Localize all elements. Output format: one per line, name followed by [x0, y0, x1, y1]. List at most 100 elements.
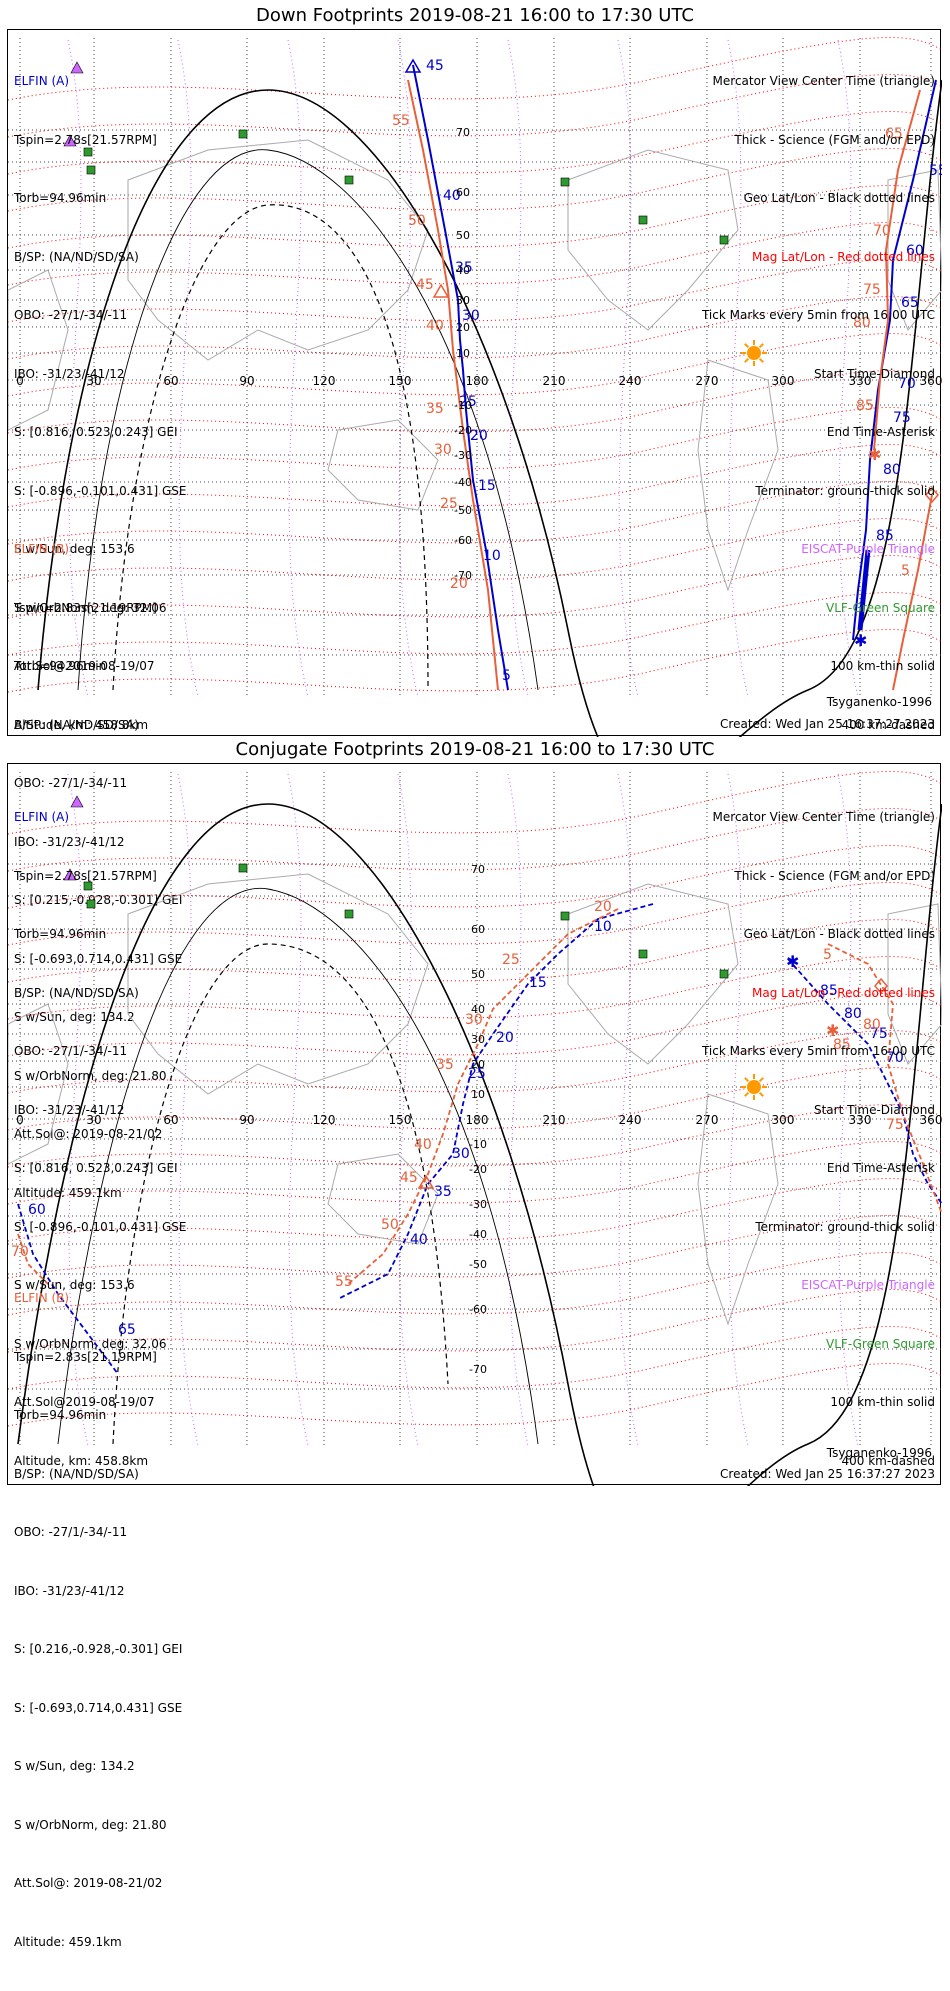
- lon-tick-label: 150: [389, 374, 412, 388]
- lon-tick-label: 0: [16, 374, 24, 388]
- legend-line: Start Time-Diamond: [813, 366, 935, 381]
- elfin-b-tick-label: 80: [853, 315, 871, 331]
- info-line: B/SP: (NA/ND/SD/SA): [14, 717, 139, 732]
- elfin-a-tick-label: 75: [893, 410, 911, 426]
- vlf-station-marker: [344, 175, 354, 185]
- vlf-station-marker: [83, 881, 93, 891]
- vlf-station-marker: [560, 177, 570, 187]
- elfin-a-tick-label: 40: [410, 1232, 428, 1248]
- info-line: S w/OrbNorm, deg: 32.06: [14, 1336, 167, 1351]
- sun-ray: [744, 1077, 750, 1083]
- elfin-a-tick-label: 5: [502, 668, 511, 684]
- elfin-b-tick-label: 30: [434, 442, 452, 458]
- sun-ray: [758, 1077, 764, 1083]
- eiscat-triangle-icon: [70, 795, 84, 808]
- info-line: OBO: -27/1/-34/-11: [14, 1525, 128, 1539]
- elfin-b-tick-label: 40: [414, 1137, 432, 1153]
- elfin-b-tick-label: 70: [873, 223, 891, 239]
- lon-tick-label: 210: [543, 1113, 566, 1127]
- info-line: Att.Sol@: 2019-08-21/02: [14, 1127, 163, 1141]
- lat-tick-label: 10: [471, 1088, 485, 1101]
- terminator-line: [17, 803, 942, 1486]
- legend-line: End Time-Asterisk: [826, 425, 935, 439]
- vlf-station-marker: [238, 863, 248, 873]
- lon-tick-label: 30: [86, 374, 101, 388]
- eiscat-triangle-icon: [70, 61, 84, 74]
- info-line: Tspin=2.83s[21.19RPM]: [14, 1349, 157, 1364]
- elfin-b-tick-label: 35: [426, 401, 444, 417]
- elfin-a-name: ELFIN (A): [14, 810, 70, 824]
- info-line: Att.Sol@2019-08-19/07: [14, 659, 155, 673]
- lon-tick-label: 90: [239, 1113, 254, 1127]
- lon-tick-label: 360: [920, 1113, 942, 1127]
- sun-ray: [758, 357, 764, 363]
- eiscat-triangle-icon: [63, 134, 77, 147]
- legend-line: Start Time-Diamond: [813, 1102, 935, 1117]
- elfin-a-tick-label: 65: [118, 1322, 136, 1338]
- elfin-b-track-end: [892, 494, 933, 691]
- elfin-a-tick-label: 20: [470, 428, 488, 444]
- lat-tick-label: -20: [469, 1163, 487, 1176]
- legend-line: 400 km-dashed: [841, 1453, 935, 1468]
- landmass-south-america: [697, 359, 779, 592]
- lat-tick-label: 50: [471, 968, 485, 981]
- elfin-a-track-wrap: [852, 79, 937, 641]
- info-line: IBO: -31/23/-41/12: [14, 1102, 125, 1117]
- lat-tick-label: -70: [454, 569, 472, 582]
- elfin-b-tick-label: 75: [863, 282, 881, 298]
- landmass-australia: [327, 419, 439, 511]
- lon-tick-label: 120: [313, 374, 336, 388]
- elfin-b-tick-label: 20: [594, 899, 612, 915]
- map-canvas: 0 30 60 90 120 150 180 210 240 270 300 330 360 ✱ ✱ 10 15…: [8, 771, 942, 1486]
- vlf-station-marker: [238, 129, 248, 139]
- created-timestamp: Created: Wed Jan 25 16:37:27 2023: [720, 717, 935, 731]
- altitude-400km-line: [112, 204, 429, 691]
- lon-tick-label: 360: [920, 374, 942, 388]
- info-line: S w/Sun, deg: 153.6: [14, 1278, 135, 1292]
- lat-tick-label: -30: [454, 449, 472, 462]
- lon-tick-label: 60: [163, 374, 178, 388]
- lon-tick-label: 270: [696, 1113, 719, 1127]
- elfin-a-tick-label: 30: [462, 308, 480, 324]
- vlf-station-marker: [344, 909, 354, 919]
- conjugate-footprints-panel: 0 30 60 90 120 150 180 210 240 270 300 330 360 ✱ ✱ 10 15…: [7, 763, 942, 1949]
- sun-ray: [744, 357, 750, 363]
- lon-tick-label: 30: [86, 1113, 101, 1127]
- elfin-a-tick-label: 20: [496, 1030, 514, 1046]
- elfin-a-tick-label: 70: [886, 1050, 904, 1066]
- info-line: Tspin=2.83s[21.19RPM]: [14, 600, 157, 615]
- elfin-b-tick-label: 80: [863, 1017, 881, 1033]
- altitude-100km-line: [77, 149, 539, 691]
- sun-icon: [747, 346, 761, 360]
- info-line: S: [-0.693,0.714,0.431] GSE: [14, 1700, 183, 1715]
- lon-tick-label: 60: [163, 1113, 178, 1127]
- landmass-south-america: [697, 1093, 779, 1326]
- mag-meridian: [617, 39, 639, 698]
- info-line: S: [0.816, 0.523,0.243] GEI: [14, 425, 178, 439]
- info-line: Torb=94.96min: [14, 659, 107, 673]
- sun-icon: [747, 1080, 761, 1094]
- legend-line: Terminator: ground-thick solid: [755, 483, 935, 498]
- lon-tick-label: 270: [696, 374, 719, 388]
- elfin-a-tick-label: 70: [898, 376, 916, 392]
- panel-title: Conjugate Footprints 2019-08-21 16:00 to…: [235, 739, 715, 760]
- elfin-a-tick-label: 35: [455, 260, 473, 276]
- info-line: IBO: -31/23/-41/12: [14, 366, 125, 381]
- mag-meridian: [397, 773, 419, 1447]
- info-line: Altitude, km: 458.8km: [14, 1453, 149, 1468]
- lon-tick-label: 330: [849, 1113, 872, 1127]
- elfin-b-name: ELFIN (B): [14, 542, 70, 556]
- info-line: S: [-0.693,0.714,0.431] GSE: [14, 951, 183, 966]
- end-asterisk-icon: ✱: [854, 631, 867, 650]
- lon-tick-label: 90: [239, 374, 254, 388]
- down-footprints-panel: 0 30 60 90 120 150 180 210 240 270 300 330 360 ✱ ✱ 45 40…: [7, 29, 942, 1200]
- lat-tick-label: -50: [469, 1258, 487, 1271]
- landmass-asia: [127, 139, 429, 361]
- lon-tick-label: 0: [16, 1113, 24, 1127]
- info-line: OBO: -27/1/-34/-11: [14, 1044, 128, 1058]
- elfin-a-tick-label: 30: [452, 1146, 470, 1162]
- legend-line: Terminator: ground-thick solid: [755, 1219, 935, 1234]
- lat-tick-label: 30: [456, 294, 470, 307]
- elfin-a-tick-label: 10: [594, 919, 612, 935]
- info-line: Altitude: 459.1km: [14, 1934, 122, 1949]
